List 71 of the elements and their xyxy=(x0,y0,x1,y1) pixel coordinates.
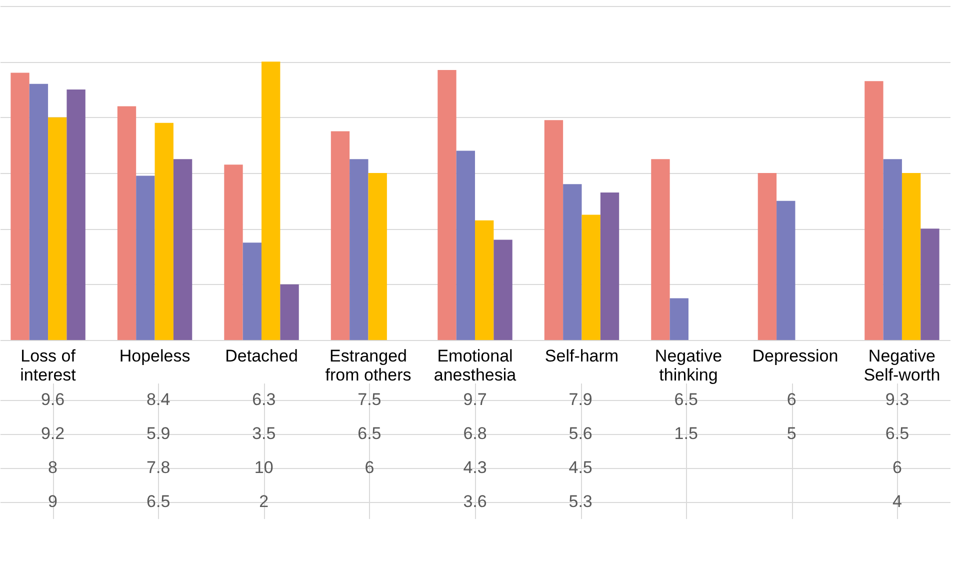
bar xyxy=(475,220,494,340)
bar xyxy=(544,120,564,340)
x-tick-label: Negative thinking xyxy=(654,346,722,384)
data-label: 9.7 xyxy=(463,390,487,409)
bar xyxy=(456,150,475,340)
x-tick-label: Negative Self-worth xyxy=(864,346,940,384)
bar xyxy=(117,106,136,340)
bar xyxy=(262,62,280,340)
data-label: 7.8 xyxy=(146,458,170,477)
data-label: 6 xyxy=(892,458,902,477)
data-label: 6.3 xyxy=(252,390,276,409)
data-label: 5.9 xyxy=(146,424,170,443)
data-label: 4 xyxy=(892,492,902,511)
bar xyxy=(494,240,512,340)
data-label: 6.5 xyxy=(358,424,382,443)
data-label: 6.5 xyxy=(674,390,698,409)
bar xyxy=(224,164,243,340)
data-label: 3.6 xyxy=(463,492,487,511)
data-label: 10 xyxy=(254,458,274,477)
x-tick-label: Estranged from others xyxy=(325,346,412,384)
data-label: 7.9 xyxy=(568,390,592,409)
bar xyxy=(29,84,48,340)
bar xyxy=(651,159,670,340)
bar xyxy=(280,284,299,340)
bar xyxy=(10,72,30,340)
bar xyxy=(902,173,921,340)
data-label: 2 xyxy=(259,492,269,511)
bar xyxy=(154,122,174,340)
bar xyxy=(600,192,620,340)
data-label: 4.5 xyxy=(568,458,592,477)
bar xyxy=(242,242,262,340)
data-label: 5.3 xyxy=(568,492,592,511)
data-label: 6 xyxy=(786,390,796,409)
data-label: 9.3 xyxy=(885,390,910,409)
data-label: 9 xyxy=(48,492,58,511)
bar xyxy=(883,159,902,340)
data-label: 8 xyxy=(48,458,58,477)
bar xyxy=(66,90,86,340)
bar xyxy=(368,173,387,340)
bar xyxy=(758,173,777,340)
data-label: 6.5 xyxy=(885,424,910,443)
data-label: 8.4 xyxy=(146,390,170,409)
bar xyxy=(350,159,368,340)
data-label: 9.6 xyxy=(40,390,65,409)
bar xyxy=(864,81,884,340)
bar xyxy=(776,200,796,340)
data-label: 9.2 xyxy=(40,424,65,443)
data-label: 6 xyxy=(364,458,374,477)
x-tick-label: Self-harm xyxy=(544,346,619,366)
data-label: 6.8 xyxy=(463,424,487,443)
data-label: 5 xyxy=(786,424,796,443)
data-label: 4.3 xyxy=(463,458,487,477)
data-label: 5.6 xyxy=(568,424,592,443)
data-label: 7.5 xyxy=(358,390,382,409)
bar xyxy=(582,214,600,340)
x-tick-label: Hopeless xyxy=(119,346,190,366)
data-label: 6.5 xyxy=(146,492,170,511)
bar xyxy=(438,70,456,340)
data-label: 1.5 xyxy=(674,424,698,443)
x-tick-label: Loss of interest xyxy=(20,346,76,384)
bar xyxy=(920,228,940,340)
bar xyxy=(136,176,155,340)
x-tick-label: Detached xyxy=(225,346,298,366)
x-tick-label: Depression xyxy=(752,346,838,366)
x-tick-label: Emotional anesthesia xyxy=(434,346,517,384)
bar xyxy=(48,117,67,340)
bar xyxy=(563,184,582,340)
bar xyxy=(330,131,350,340)
bar xyxy=(670,298,688,340)
bar xyxy=(173,159,192,340)
data-label: 3.5 xyxy=(252,424,276,443)
